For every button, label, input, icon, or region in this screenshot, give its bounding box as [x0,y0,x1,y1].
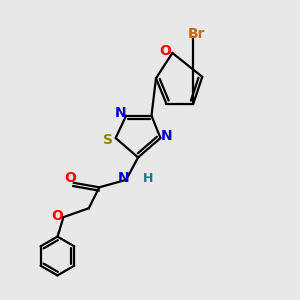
Text: H: H [143,172,154,185]
Text: O: O [51,209,63,223]
Text: S: S [103,133,113,146]
Text: N: N [114,106,126,120]
Text: O: O [64,171,76,185]
Text: N: N [161,129,173,143]
Text: O: O [159,44,171,58]
Text: N: N [118,171,130,185]
Text: Br: Br [188,27,205,41]
